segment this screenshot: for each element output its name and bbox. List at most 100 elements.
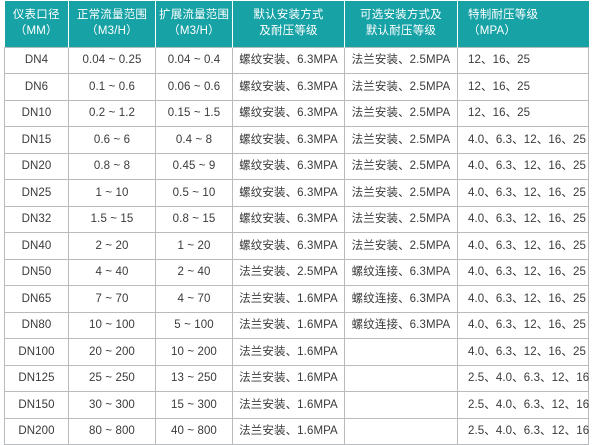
- spec-table-container: 仪表口径 （MM） 正常流量范围 （M3/H） 扩展流量范围 （M3/H） 默认安装方式 及耐…: [4, 1, 589, 445]
- cell-extended: 5 ~ 100: [155, 311, 233, 339]
- cell-normal: 20 ~ 200: [68, 338, 156, 366]
- cell-special: 4.0、6.3、12、16、25: [457, 311, 589, 339]
- column-header-diameter: 仪表口径 （MM）: [4, 1, 69, 47]
- cell-extended: 10 ~ 200: [155, 338, 233, 366]
- cell-normal: 0.1 ~ 0.6: [68, 73, 156, 101]
- column-header-line1: 特制耐压等级: [468, 9, 539, 22]
- cell-optional: 法兰安装、2.5MPA: [344, 46, 458, 74]
- cell-diameter: DN15: [4, 126, 69, 154]
- table-row: DN40 2 ~ 20 1 ~ 20 螺纹安装、6.3MPA 法兰安装、2.5MPA 4.…: [4, 232, 589, 260]
- cell-extended: 15 ~ 300: [155, 391, 233, 419]
- cell-optional: 螺纹连接、6.3MPA: [344, 285, 458, 313]
- cell-optional: 法兰安装、2.5MPA: [344, 205, 458, 233]
- cell-default: 螺纹安装、6.3MPA: [232, 46, 345, 74]
- cell-optional: [344, 364, 458, 392]
- cell-normal: 2 ~ 20: [68, 232, 156, 260]
- cell-default: 法兰安装、1.6MPA: [232, 417, 345, 445]
- column-header-line2: （M3/H）: [86, 24, 138, 37]
- cell-optional: 法兰安装、2.5MPA: [344, 179, 458, 207]
- cell-diameter: DN65: [4, 285, 69, 313]
- table-row: DN125 25 ~ 250 13 ~ 250 法兰安装、1.6MPA 2.5、4.0、…: [4, 364, 589, 392]
- cell-extended: 0.06 ~ 0.6: [155, 73, 233, 101]
- cell-extended: 13 ~ 250: [155, 364, 233, 392]
- cell-default: 法兰安装、1.6MPA: [232, 285, 345, 313]
- cell-special: 4.0、6.3、12、16、25: [457, 152, 589, 180]
- column-header-extended: 扩展流量范围 （M3/H）: [155, 1, 233, 47]
- table-row: DN6 0.1 ~ 0.6 0.06 ~ 0.6 螺纹安装、6.3MPA 法兰安装、2.…: [4, 73, 589, 101]
- table-row: DN100 20 ~ 200 10 ~ 200 法兰安装、1.6MPA 4.0、6.3、…: [4, 338, 589, 366]
- cell-default: 法兰安装、1.6MPA: [232, 338, 345, 366]
- cell-extended: 2 ~ 40: [155, 258, 233, 286]
- cell-normal: 25 ~ 250: [68, 364, 156, 392]
- column-header-line1: 可选安装方式及: [360, 9, 442, 22]
- table-row: DN25 1 ~ 10 0.5 ~ 10 螺纹安装、6.3MPA 法兰安装、2.5MPA…: [4, 179, 589, 207]
- column-header-line1: 正常流量范围: [76, 9, 148, 22]
- cell-extended: 0.8 ~ 15: [155, 205, 233, 233]
- cell-normal: 0.6 ~ 6: [68, 126, 156, 154]
- cell-diameter: DN150: [4, 391, 69, 419]
- column-header-line2: （M3/H）: [168, 24, 220, 37]
- table-body: DN4 0.04 ~ 0.25 0.04 ~ 0.4 螺纹安装、6.3MPA 法兰安装、…: [4, 46, 589, 445]
- cell-normal: 1 ~ 10: [68, 179, 156, 207]
- cell-default: 法兰安装、1.6MPA: [232, 391, 345, 419]
- table-row: DN200 80 ~ 800 40 ~ 800 法兰安装、1.6MPA 2.5、4.0、…: [4, 417, 589, 445]
- cell-special: 4.0、6.3、12、16、25: [457, 205, 589, 233]
- table-row: DN150 30 ~ 300 15 ~ 300 法兰安装、1.6MPA 2.5、4.0、…: [4, 391, 589, 419]
- cell-optional: [344, 391, 458, 419]
- table-header: 仪表口径 （MM） 正常流量范围 （M3/H） 扩展流量范围 （M3/H） 默认安装方式 及耐…: [4, 1, 589, 47]
- cell-optional: [344, 417, 458, 445]
- cell-diameter: DN80: [4, 311, 69, 339]
- cell-optional: 法兰安装、2.5MPA: [344, 232, 458, 260]
- cell-special: 12、16、25: [457, 99, 589, 127]
- cell-default: 螺纹安装、6.3MPA: [232, 205, 345, 233]
- table-row: DN10 0.2 ~ 1.2 0.15 ~ 1.5 螺纹安装、6.3MPA 法兰安装、2…: [4, 99, 589, 127]
- cell-diameter: DN50: [4, 258, 69, 286]
- cell-normal: 4 ~ 40: [68, 258, 156, 286]
- cell-diameter: DN125: [4, 364, 69, 392]
- table-row: DN80 10 ~ 100 5 ~ 100 法兰安装、1.6MPA 螺纹连接、6.3MP…: [4, 311, 589, 339]
- table-header-row: 仪表口径 （MM） 正常流量范围 （M3/H） 扩展流量范围 （M3/H） 默认安装方式 及耐…: [4, 1, 589, 47]
- cell-extended: 0.5 ~ 10: [155, 179, 233, 207]
- column-header-normal: 正常流量范围 （M3/H）: [68, 1, 156, 47]
- cell-special: 4.0、6.3、12、16、25: [457, 179, 589, 207]
- cell-special: 4.0、6.3、12、16、25: [457, 285, 589, 313]
- cell-special: 2.5、4.0、6.3、12、16: [457, 391, 589, 419]
- meter-specification-table: 仪表口径 （MM） 正常流量范围 （M3/H） 扩展流量范围 （M3/H） 默认安装方式 及耐…: [4, 1, 589, 445]
- cell-diameter: DN32: [4, 205, 69, 233]
- column-header-line2: 及耐压等级: [259, 24, 318, 37]
- cell-normal: 10 ~ 100: [68, 311, 156, 339]
- cell-extended: 1 ~ 20: [155, 232, 233, 260]
- table-row: DN20 0.8 ~ 8 0.45 ~ 9 螺纹安装、6.3MPA 法兰安装、2.5MP…: [4, 152, 589, 180]
- cell-default: 螺纹安装、6.3MPA: [232, 126, 345, 154]
- cell-normal: 0.8 ~ 8: [68, 152, 156, 180]
- cell-extended: 4 ~ 70: [155, 285, 233, 313]
- cell-default: 螺纹安装、6.3MPA: [232, 73, 345, 101]
- cell-special: 12、16、25: [457, 73, 589, 101]
- cell-special: 4.0、6.3、12、16、25: [457, 338, 589, 366]
- cell-default: 螺纹安装、6.3MPA: [232, 232, 345, 260]
- cell-extended: 0.15 ~ 1.5: [155, 99, 233, 127]
- cell-normal: 80 ~ 800: [68, 417, 156, 445]
- cell-default: 法兰安装、1.6MPA: [232, 311, 345, 339]
- cell-special: 4.0、6.3、12、16、25: [457, 258, 589, 286]
- cell-optional: 法兰安装、2.5MPA: [344, 126, 458, 154]
- column-header-line1: 仪表口径: [12, 9, 60, 22]
- table-row: DN50 4 ~ 40 2 ~ 40 法兰安装、2.5MPA 螺纹连接、6.3MPA 4.…: [4, 258, 589, 286]
- cell-normal: 0.04 ~ 0.25: [68, 46, 156, 74]
- cell-optional: 螺纹连接、6.3MPA: [344, 311, 458, 339]
- column-header-line2: （MM）: [14, 24, 58, 37]
- cell-optional: [344, 338, 458, 366]
- cell-diameter: DN20: [4, 152, 69, 180]
- cell-normal: 30 ~ 300: [68, 391, 156, 419]
- cell-diameter: DN40: [4, 232, 69, 260]
- cell-diameter: DN6: [4, 73, 69, 101]
- column-header-line2: 默认耐压等级: [365, 24, 437, 37]
- table-row: DN32 1.5 ~ 15 0.8 ~ 15 螺纹安装、6.3MPA 法兰安装、2.5M…: [4, 205, 589, 233]
- cell-optional: 法兰安装、2.5MPA: [344, 152, 458, 180]
- cell-normal: 1.5 ~ 15: [68, 205, 156, 233]
- cell-diameter: DN100: [4, 338, 69, 366]
- cell-extended: 0.4 ~ 8: [155, 126, 233, 154]
- cell-special: 2.5、4.0、6.3、12、16: [457, 417, 589, 445]
- cell-diameter: DN4: [4, 46, 69, 74]
- cell-default: 螺纹安装、6.3MPA: [232, 179, 345, 207]
